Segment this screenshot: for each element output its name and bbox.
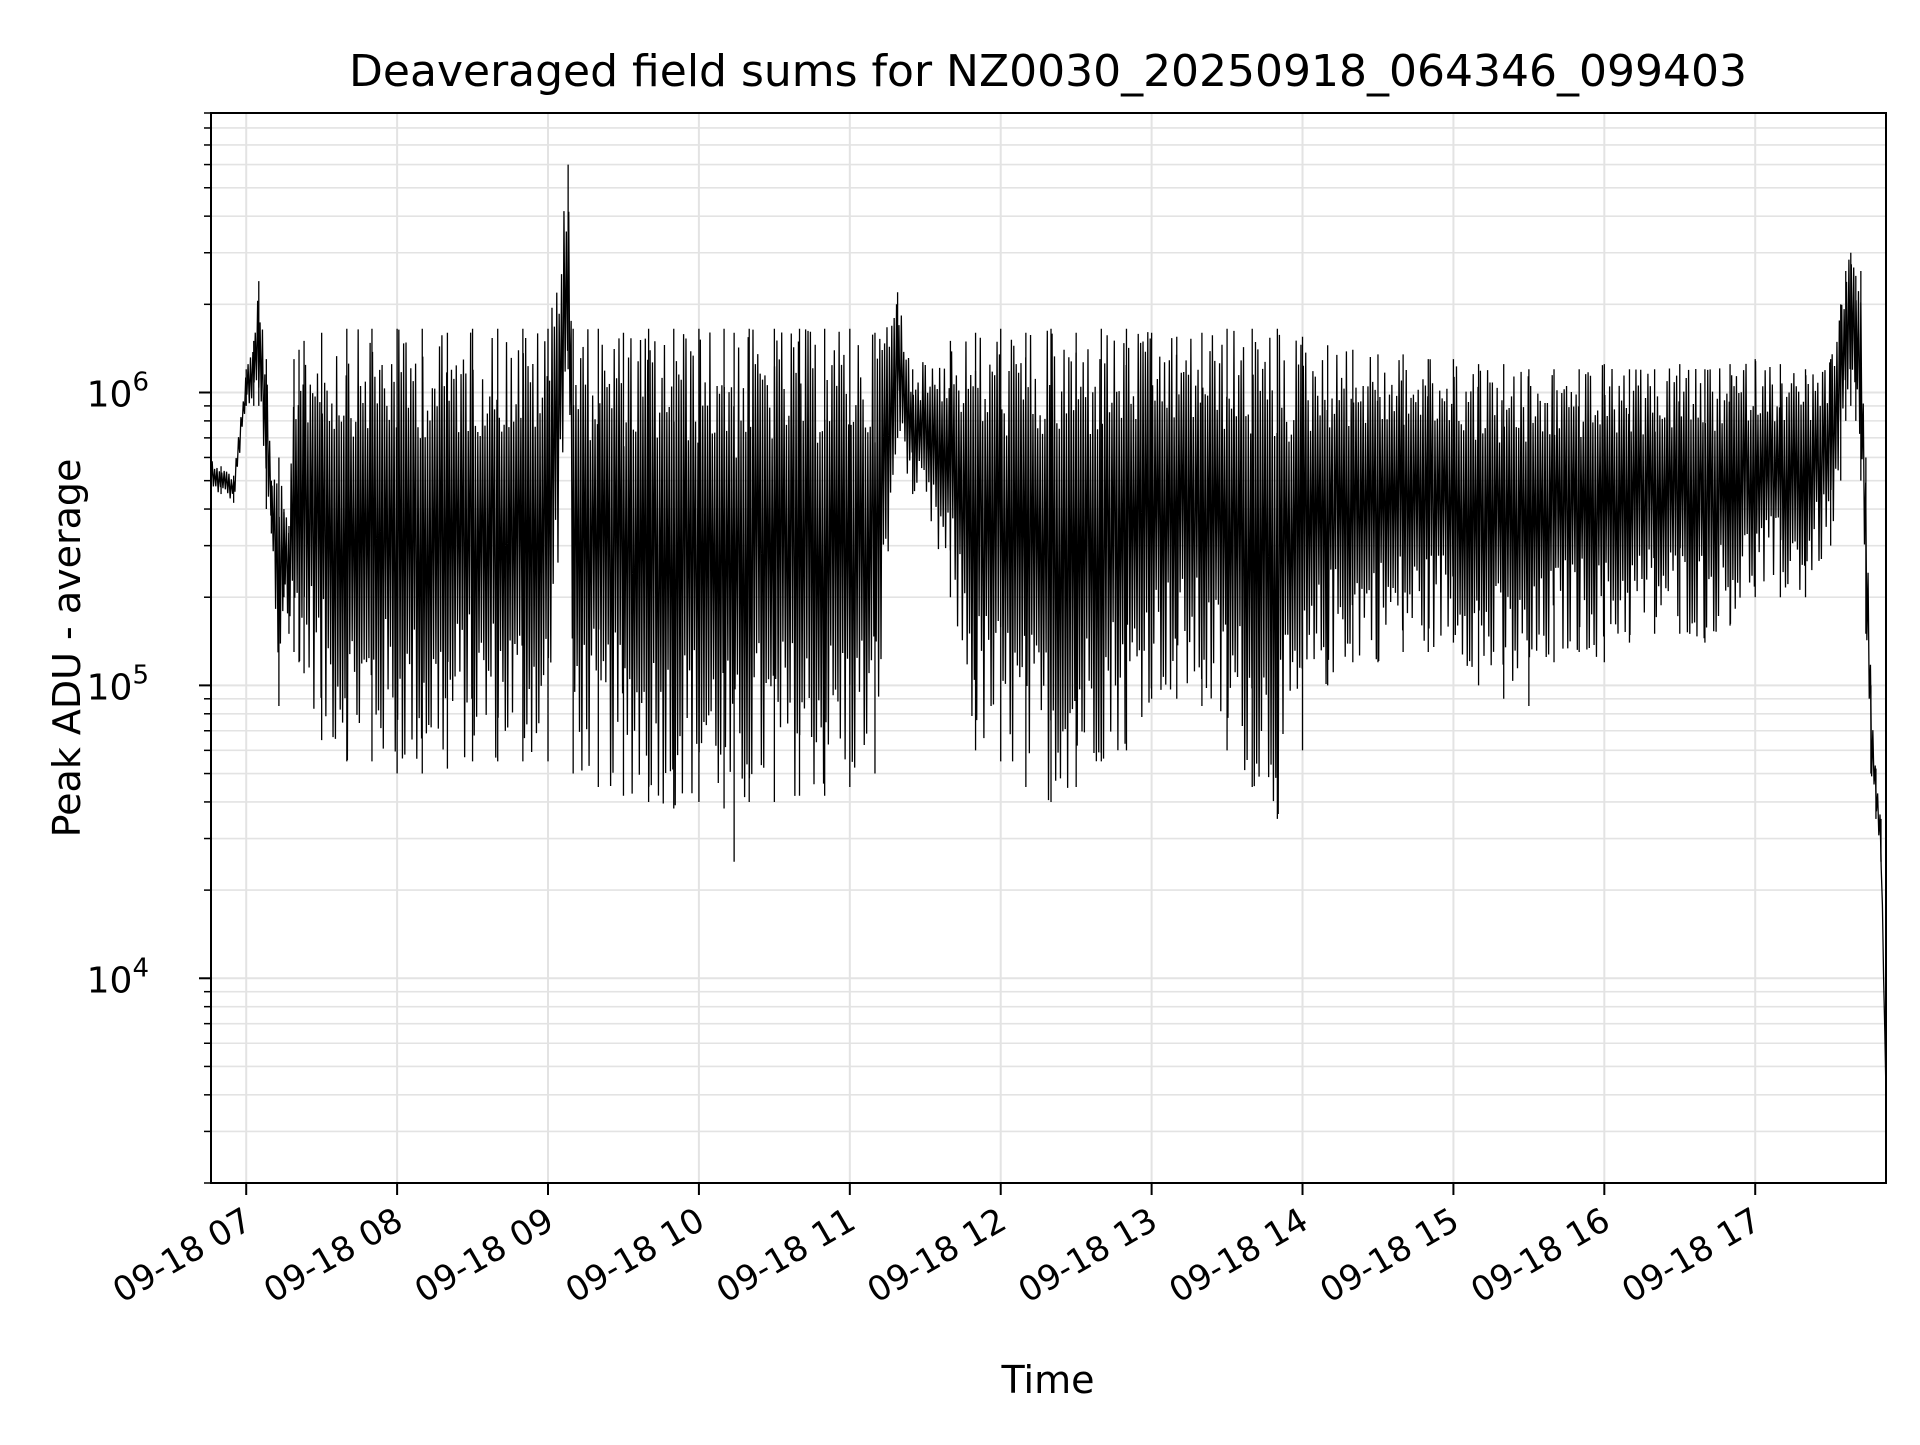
y-tick-label: 106 [87,367,149,415]
series-line [210,211,1887,1095]
chart-title: Deaveraged field sums for NZ0030_2025091… [349,46,1747,97]
x-axis-label: Time [1001,1358,1095,1402]
y-tick-label: 104 [87,953,149,1001]
y-axis-ticks: 104 105 106 [87,112,211,1184]
plot-frame [210,112,1887,1184]
data-series [210,164,1887,1095]
y-axis-label: Peak ADU - average [45,459,89,838]
y-tick-label: 105 [87,660,149,708]
